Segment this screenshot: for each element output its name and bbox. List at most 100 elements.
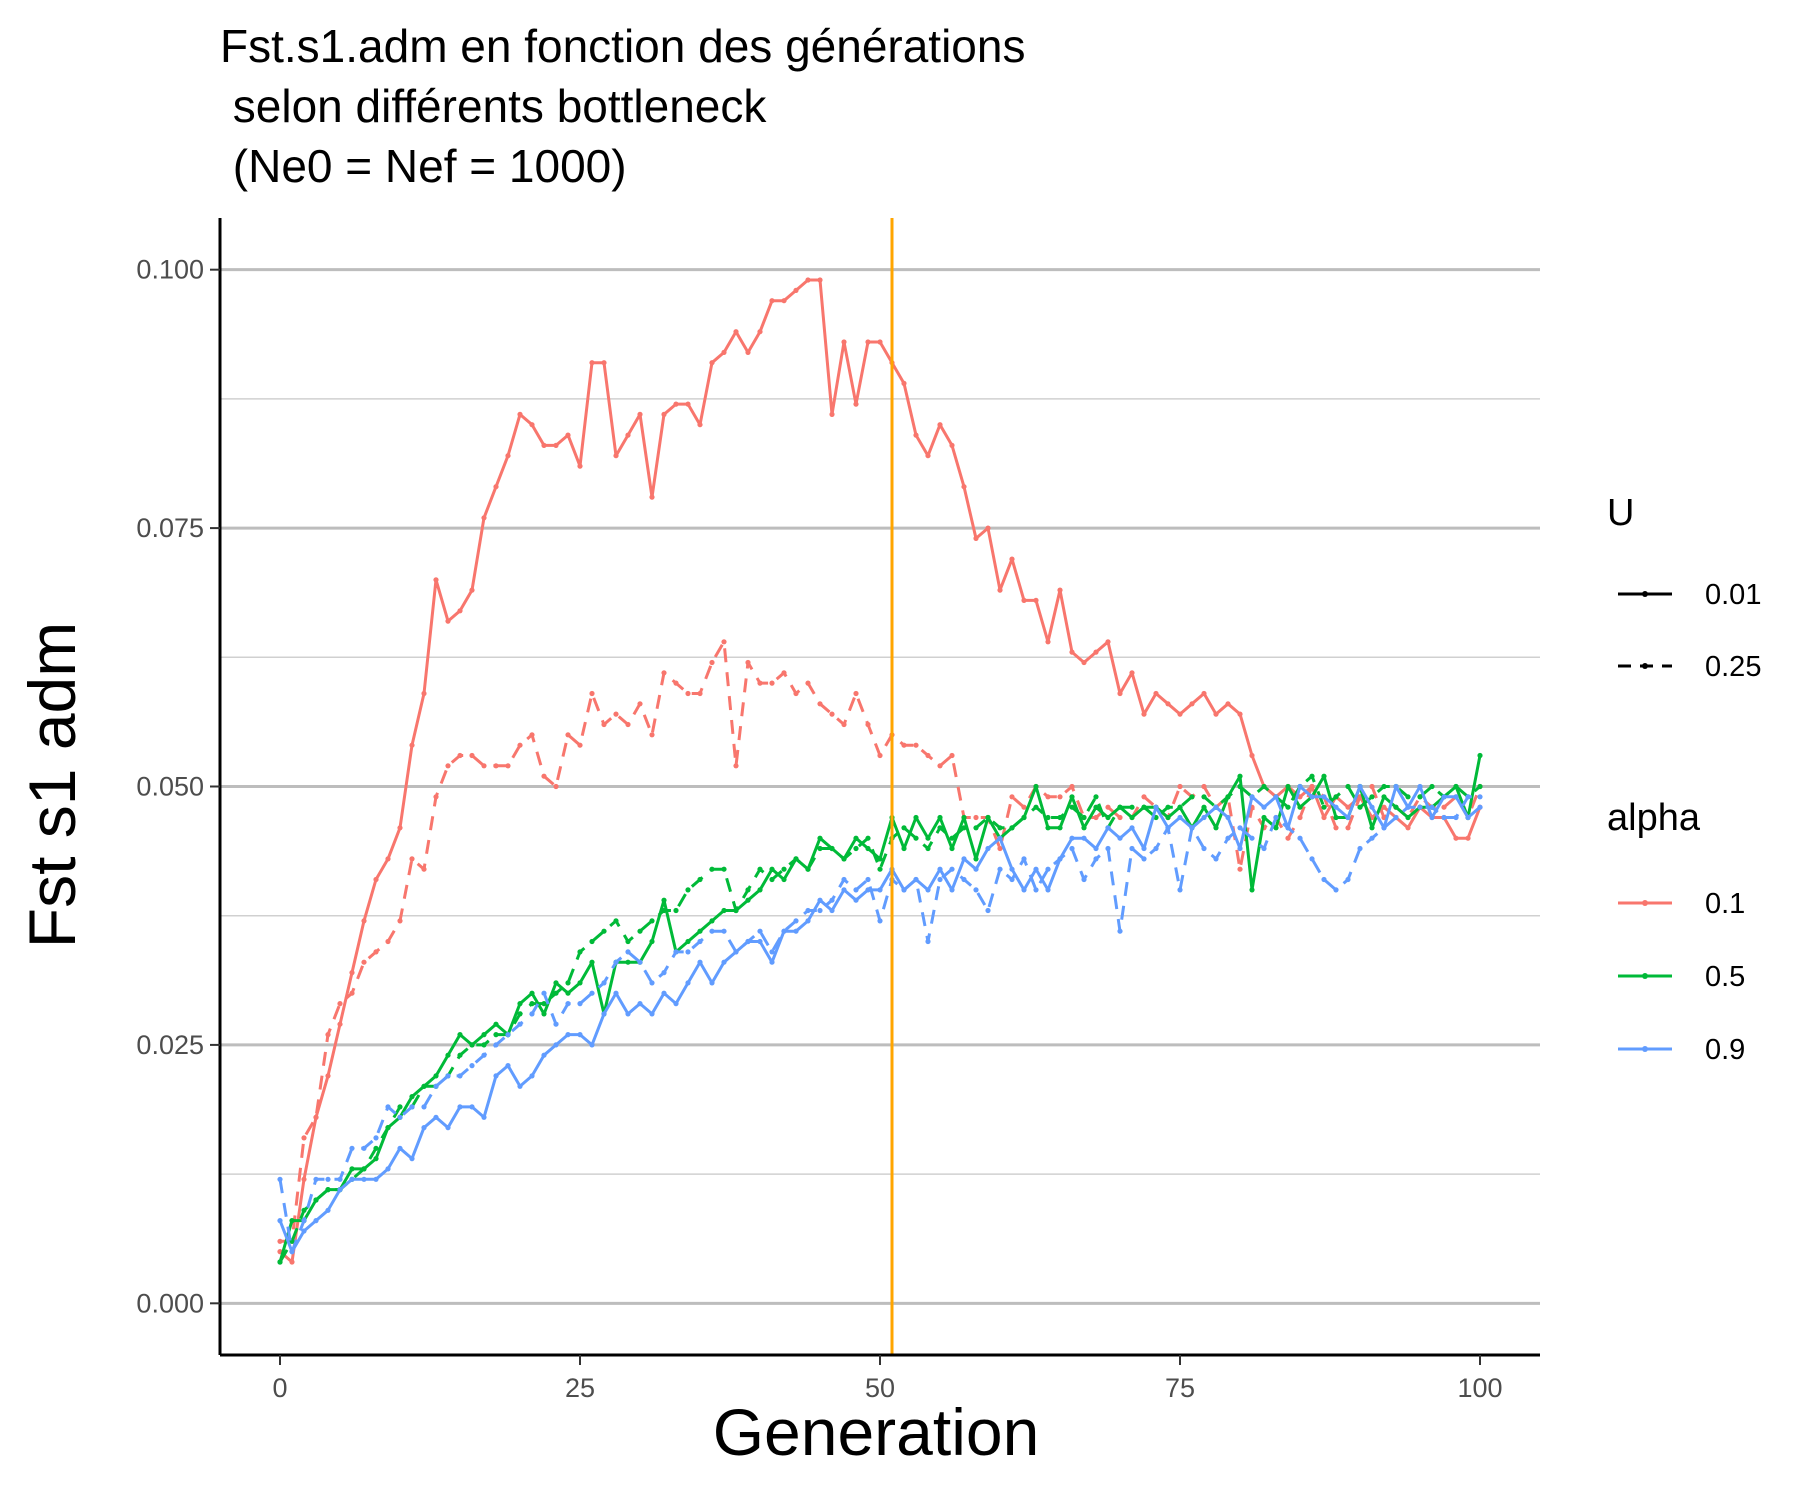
data-point xyxy=(1369,794,1375,800)
data-point xyxy=(1453,794,1459,800)
legend-color-title: alpha xyxy=(1607,797,1701,839)
data-point xyxy=(529,990,535,996)
data-point xyxy=(577,980,583,986)
data-point xyxy=(1309,794,1315,800)
data-point xyxy=(289,1249,295,1255)
data-point xyxy=(529,732,535,738)
data-point xyxy=(1441,814,1447,821)
data-point xyxy=(565,990,571,996)
data-point xyxy=(949,887,955,893)
data-point xyxy=(301,1228,307,1234)
data-point xyxy=(781,298,787,304)
data-point xyxy=(1057,856,1063,862)
data-point xyxy=(397,1114,403,1120)
data-point xyxy=(973,825,979,831)
data-point xyxy=(1045,814,1051,821)
data-point xyxy=(1405,825,1411,831)
data-point xyxy=(625,949,631,955)
data-point xyxy=(517,742,523,748)
data-point xyxy=(1345,825,1351,831)
data-point xyxy=(1057,825,1063,831)
data-point xyxy=(1165,804,1171,810)
data-point xyxy=(433,577,439,583)
data-point xyxy=(1429,783,1435,790)
data-point xyxy=(769,680,775,686)
data-point xyxy=(289,1218,295,1224)
data-point xyxy=(349,1166,355,1172)
data-point xyxy=(1021,597,1027,604)
axes: 0.000 0.025 0.050 0.075 0.100 0 25 50 75 100 xyxy=(136,218,1540,1403)
data-point xyxy=(493,1073,499,1079)
data-point xyxy=(733,949,739,955)
data-point xyxy=(649,980,655,986)
data-point xyxy=(553,1021,559,1027)
x-tick-label: 25 xyxy=(565,1373,595,1403)
data-point xyxy=(565,980,571,986)
data-point xyxy=(925,752,931,759)
data-point xyxy=(925,887,931,893)
x-tick-label: 75 xyxy=(1165,1373,1195,1403)
data-point xyxy=(769,949,775,955)
data-point xyxy=(673,401,679,407)
data-point xyxy=(625,959,631,965)
data-point xyxy=(1453,814,1459,821)
data-point xyxy=(529,422,535,428)
data-point xyxy=(457,608,463,614)
data-point xyxy=(1105,804,1111,810)
data-point xyxy=(601,721,607,728)
data-point xyxy=(1033,804,1039,810)
data-point xyxy=(709,659,715,666)
data-point xyxy=(1261,845,1267,852)
data-point xyxy=(1045,794,1051,800)
data-point xyxy=(1129,825,1135,831)
data-point xyxy=(313,1114,319,1120)
data-point xyxy=(1381,794,1387,800)
data-point xyxy=(805,680,811,686)
data-point xyxy=(277,1238,283,1244)
data-point xyxy=(577,1032,583,1038)
data-point xyxy=(1297,783,1303,790)
data-point xyxy=(301,1207,307,1213)
data-point xyxy=(409,1156,415,1162)
data-point xyxy=(997,845,1003,852)
data-point xyxy=(337,1001,343,1007)
data-point xyxy=(793,918,799,924)
data-point xyxy=(1213,825,1219,831)
data-point xyxy=(1105,825,1111,831)
data-point xyxy=(841,721,847,728)
data-point xyxy=(793,928,799,934)
data-point xyxy=(937,763,943,769)
y-tick-label: 0.050 xyxy=(136,772,204,802)
data-point xyxy=(565,1032,571,1038)
data-point xyxy=(1117,814,1123,821)
data-point xyxy=(1465,814,1471,821)
data-point xyxy=(685,949,691,955)
data-point xyxy=(373,1156,379,1162)
data-point xyxy=(517,1083,523,1089)
data-point xyxy=(1225,701,1231,707)
data-point xyxy=(1321,876,1327,883)
data-point xyxy=(1285,804,1291,810)
data-point xyxy=(349,990,355,996)
legend-linetype-label: 0.01 xyxy=(1705,579,1761,611)
data-point xyxy=(997,835,1003,841)
data-point xyxy=(1033,597,1039,604)
data-point xyxy=(1417,794,1423,800)
data-point xyxy=(697,938,703,945)
series-line-alpha-0.1-u-0.01 xyxy=(279,278,1482,1264)
data-point xyxy=(337,1176,343,1182)
data-point xyxy=(505,1063,511,1069)
data-point xyxy=(973,535,979,542)
data-point xyxy=(709,866,715,872)
data-point xyxy=(409,742,415,748)
data-point xyxy=(805,907,811,914)
data-point xyxy=(685,690,691,697)
data-point xyxy=(457,1073,463,1079)
data-point xyxy=(1009,866,1015,872)
data-point xyxy=(721,639,727,645)
data-point xyxy=(661,670,667,676)
data-point xyxy=(673,680,679,686)
x-axis-title: Generation xyxy=(713,1395,1040,1469)
data-point xyxy=(421,1083,427,1089)
data-point xyxy=(1045,866,1051,872)
